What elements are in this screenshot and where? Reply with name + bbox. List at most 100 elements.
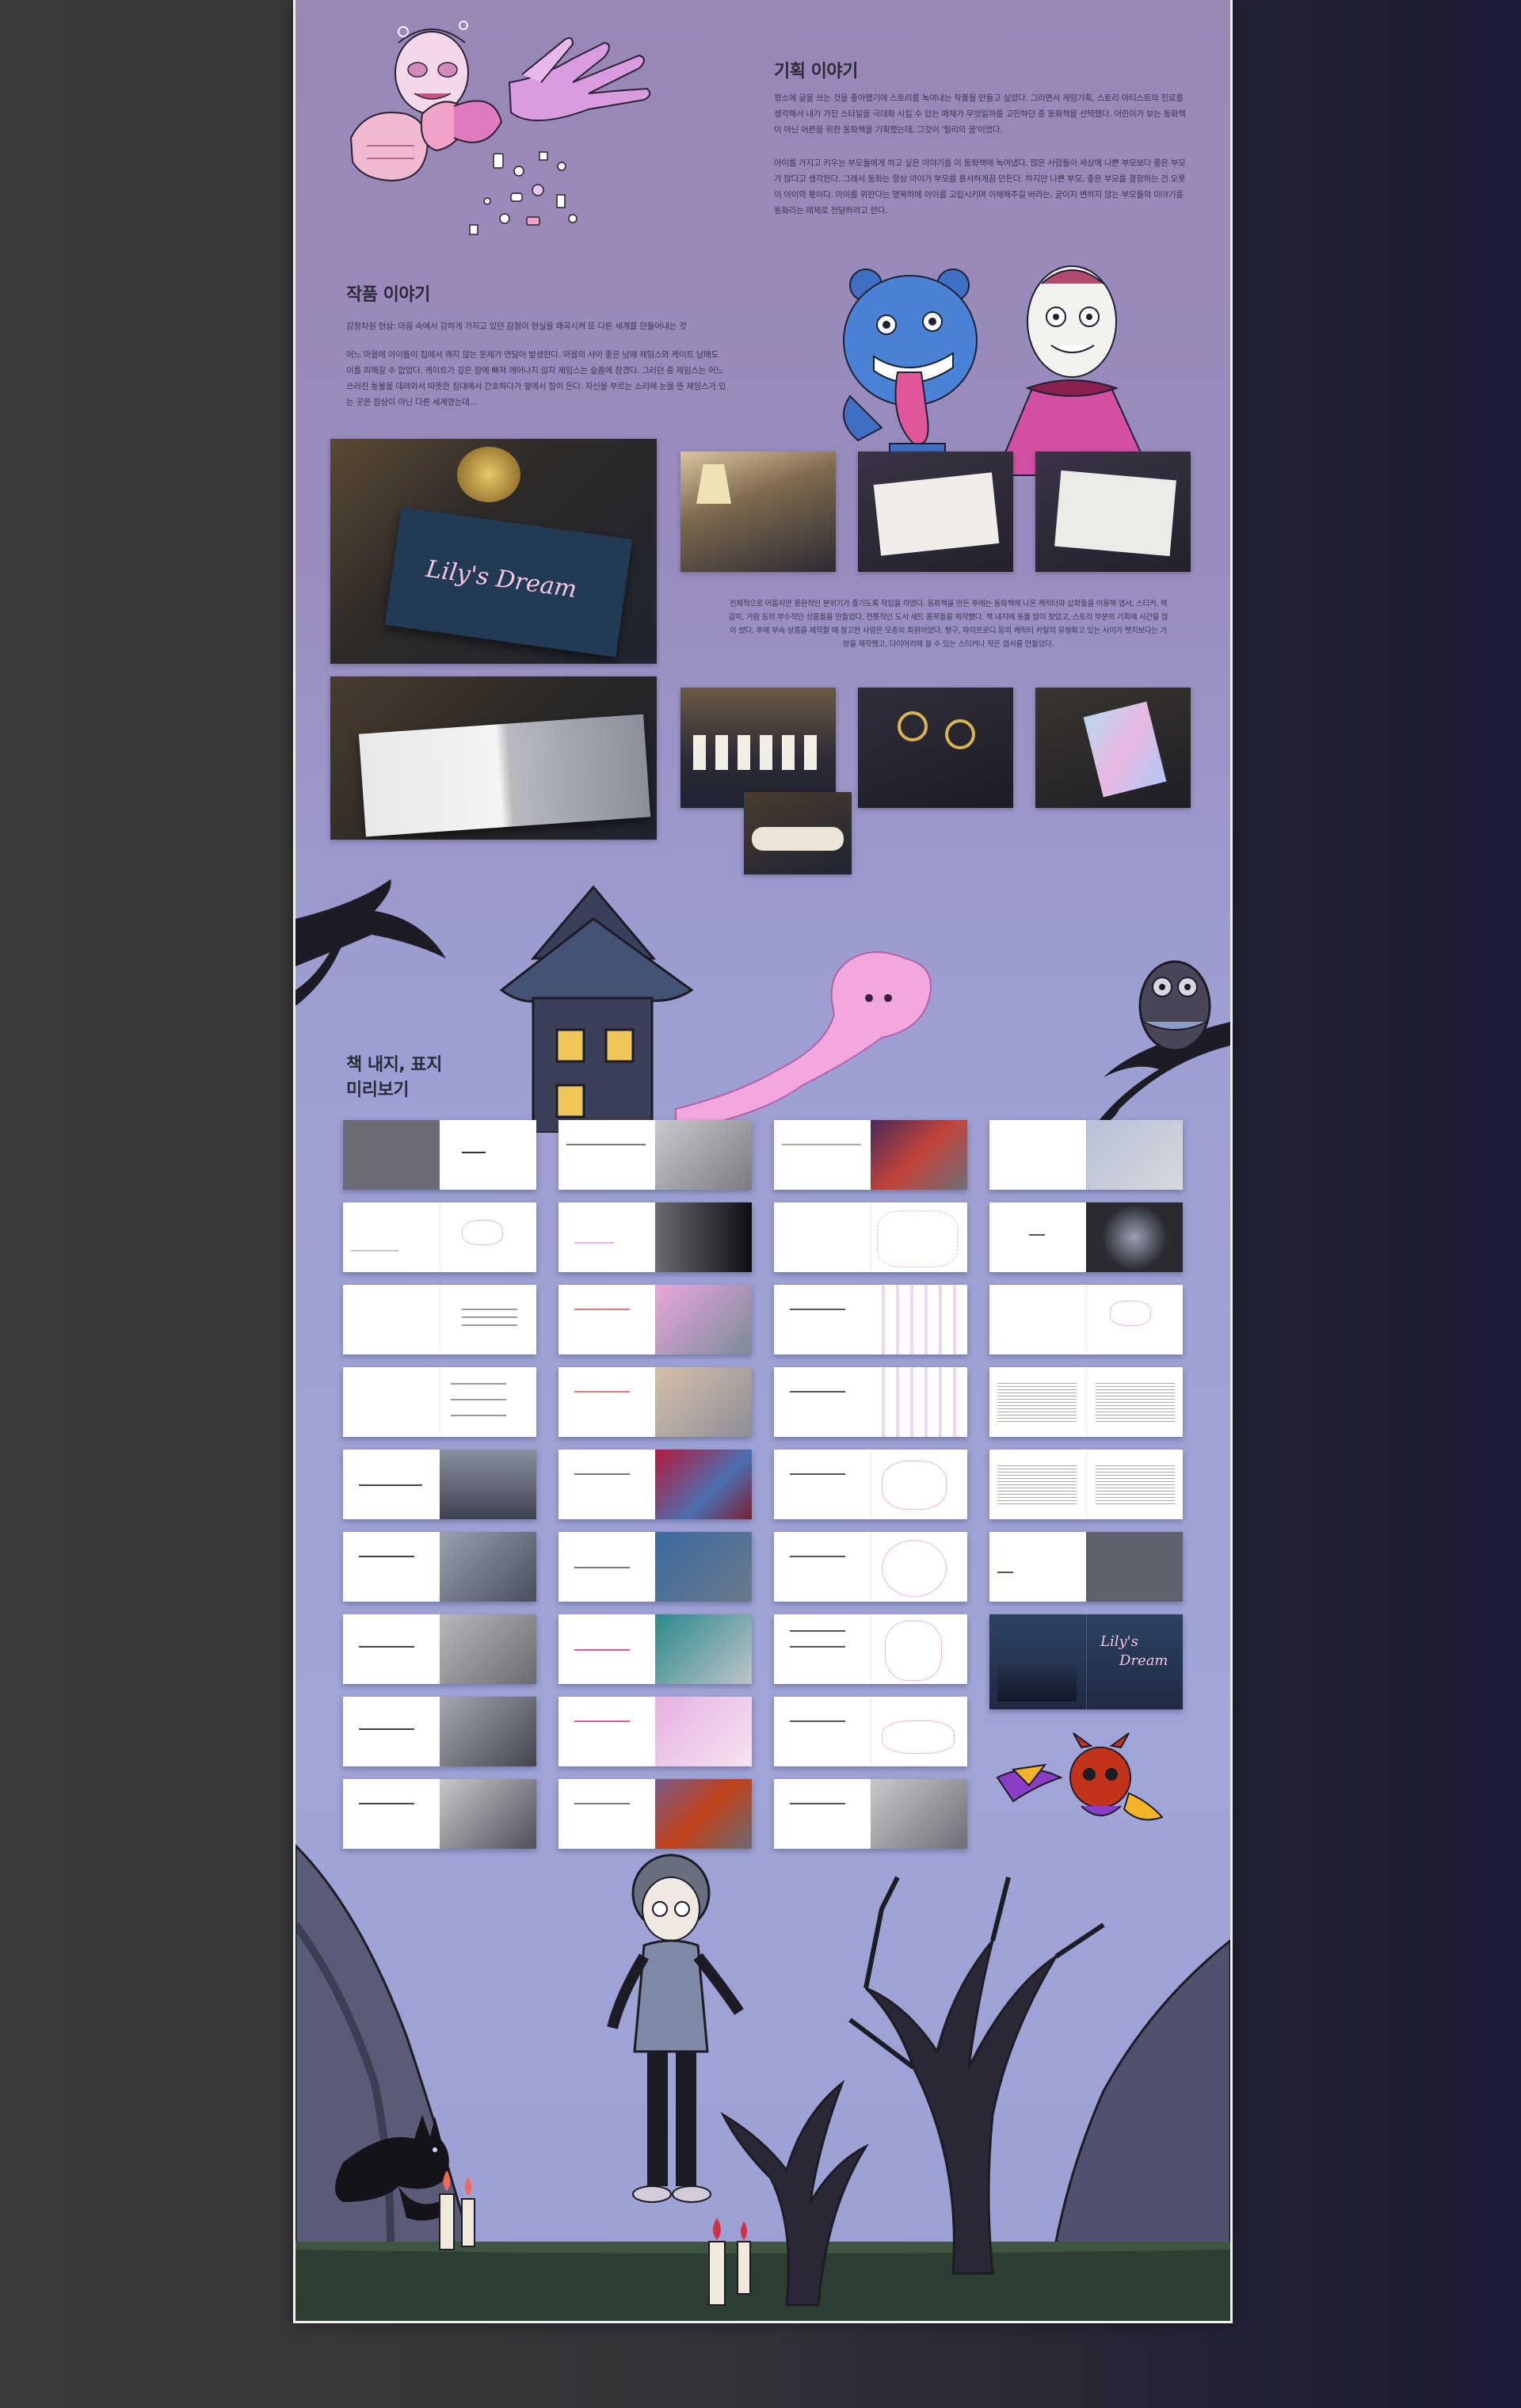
- photo-postcards-2: [1035, 452, 1191, 572]
- photo-keyring: [945, 719, 975, 749]
- spread-fold: [1086, 1285, 1087, 1354]
- spread-thumbnail: [774, 1779, 967, 1849]
- spread-thumbnail: [343, 1367, 536, 1437]
- photo-bookmarks: [680, 688, 836, 808]
- spread-right-page: [871, 1285, 967, 1354]
- spread-right-page: [655, 1697, 752, 1766]
- spread-right-page: [1086, 1202, 1183, 1272]
- spread-right-page: [655, 1779, 752, 1849]
- spread-right-page: [655, 1450, 752, 1519]
- spread-right-page: [655, 1614, 752, 1684]
- spread-text-block: [997, 1465, 1077, 1505]
- spread-right-page: [440, 1614, 536, 1684]
- spread-text-line: [782, 1144, 861, 1145]
- spread-text-line: [790, 1309, 845, 1310]
- spread-text-line: [574, 1391, 630, 1393]
- spread-thumbnail: [774, 1367, 967, 1437]
- spread-text-line: [359, 1803, 414, 1804]
- spread-thumbnail: [989, 1285, 1183, 1354]
- spread-right-page: [655, 1367, 752, 1437]
- spread-text-line: [574, 1720, 630, 1722]
- preview-heading-line-1: 책 내지, 표지: [346, 1055, 442, 1075]
- spread-fold: [1086, 1450, 1087, 1519]
- planning-paragraph-2: 아이를 가지고 키우는 부모들에게 하고 싶은 이야기를 이 동화책에 녹여냈다…: [774, 158, 1186, 215]
- photo-keyrings: [858, 688, 1013, 808]
- spread-text-line: [451, 1399, 506, 1400]
- portfolio-board: 기획 이야기 평소에 글을 쓰는 것을 좋아했기에 스토리를 녹여내는 작품을 …: [293, 0, 1233, 2323]
- spread-thumbnail: [989, 1120, 1183, 1190]
- spread-right-page: [440, 1450, 536, 1519]
- spread-text-line: [790, 1630, 845, 1632]
- planning-paragraph-1: 평소에 글을 쓰는 것을 좋아했기에 스토리를 녹여내는 작품을 만들고 싶었다…: [774, 93, 1186, 135]
- spread-thumbnail: [774, 1532, 967, 1602]
- photo-lace: [752, 827, 844, 851]
- spread-grid: Lily's Dream: [295, 0, 1230, 2321]
- photo-bookmark-row: [693, 735, 823, 770]
- spread-thumbnail: [558, 1614, 752, 1684]
- spread-text-line: [451, 1415, 506, 1416]
- spread-text-line: [351, 1250, 398, 1252]
- spread-thumbnail: [343, 1614, 536, 1684]
- photo-postcards-1: [858, 452, 1013, 572]
- spread-text-line: [462, 1309, 517, 1310]
- spread-right-page: [655, 1285, 752, 1354]
- spread-text-line: [359, 1646, 414, 1648]
- spread-right-page: [655, 1532, 752, 1602]
- photo-lamp-book: [680, 452, 836, 572]
- spread-thumbnail: [343, 1120, 536, 1190]
- product-description: 전체적으로 어둡지만 몽환적인 분위기가 즐기도록 작업을 하였다. 동화책을 …: [728, 600, 1168, 649]
- spread-text-line: [359, 1484, 422, 1486]
- spread-thumbnail: [558, 1202, 752, 1272]
- spread-fold: [1086, 1614, 1087, 1709]
- photo-book-open-pages: [330, 676, 657, 840]
- spread-right-page: [440, 1779, 536, 1849]
- spread-thumbnail: [343, 1532, 536, 1602]
- spread-thumbnail: [989, 1367, 1183, 1437]
- spread-text-line: [574, 1567, 630, 1568]
- spread-thumbnail: [989, 1532, 1183, 1602]
- spread-text-line: [359, 1728, 414, 1730]
- spread-text-line: [574, 1649, 630, 1651]
- spooky-scene-illustration: [295, 871, 1230, 1134]
- spread-text-block: [1096, 1465, 1175, 1505]
- spread-title-script: [462, 1220, 503, 1245]
- spread-thumbnail: [558, 1532, 752, 1602]
- spread-sketch: [885, 1621, 942, 1681]
- demon-creature-illustration: [982, 1730, 1172, 1833]
- monster-characters-illustration: [834, 261, 1199, 483]
- spread-sketch: [882, 1540, 947, 1597]
- spread-thumbnail: [774, 1697, 967, 1766]
- spread-fold: [1086, 1120, 1087, 1190]
- spread-thumbnail: [774, 1450, 967, 1519]
- cover-title-line-1: Lily's: [1100, 1633, 1138, 1650]
- spread-left-page: [343, 1120, 440, 1190]
- photo-gold-ornament: [457, 447, 520, 502]
- spread-text-line: [790, 1473, 845, 1475]
- spread-right-page: [655, 1202, 752, 1272]
- work-paragraph-1: 감정차원 현상: 마음 속에서 강하게 가지고 있던 감정이 현실을 왜곡시켜 …: [346, 322, 687, 331]
- spread-thumbnail: [774, 1202, 967, 1272]
- preview-heading-line-2: 미리보기: [346, 1080, 409, 1100]
- spread-right-page: [1086, 1532, 1183, 1602]
- spread-right-page: [440, 1697, 536, 1766]
- bottom-scene-illustration: [295, 1830, 1230, 2321]
- spread-fold: [1086, 1367, 1087, 1437]
- planning-heading: 기획 이야기: [774, 62, 858, 82]
- photo-sticker-sheet: [1035, 688, 1191, 808]
- spread-text-line: [574, 1309, 630, 1310]
- photo-keyring: [898, 711, 928, 741]
- spread-thumbnail: [343, 1285, 536, 1354]
- spread-right-page: [871, 1779, 967, 1849]
- book-cover-spread: Lily's Dream: [989, 1614, 1183, 1709]
- spread-text-line: [790, 1556, 845, 1557]
- spread-text-line: [359, 1556, 414, 1557]
- spread-thumbnail: [774, 1285, 967, 1354]
- spread-thumbnail: [558, 1779, 752, 1849]
- spread-text-line: [790, 1720, 845, 1722]
- spread-thumbnail: [343, 1779, 536, 1849]
- spread-text-line: [566, 1144, 646, 1145]
- spread-sketch: [882, 1720, 955, 1754]
- spread-thumbnail: [989, 1202, 1183, 1272]
- spread-thumbnail: [774, 1120, 967, 1190]
- spread-right-page: [871, 1367, 967, 1437]
